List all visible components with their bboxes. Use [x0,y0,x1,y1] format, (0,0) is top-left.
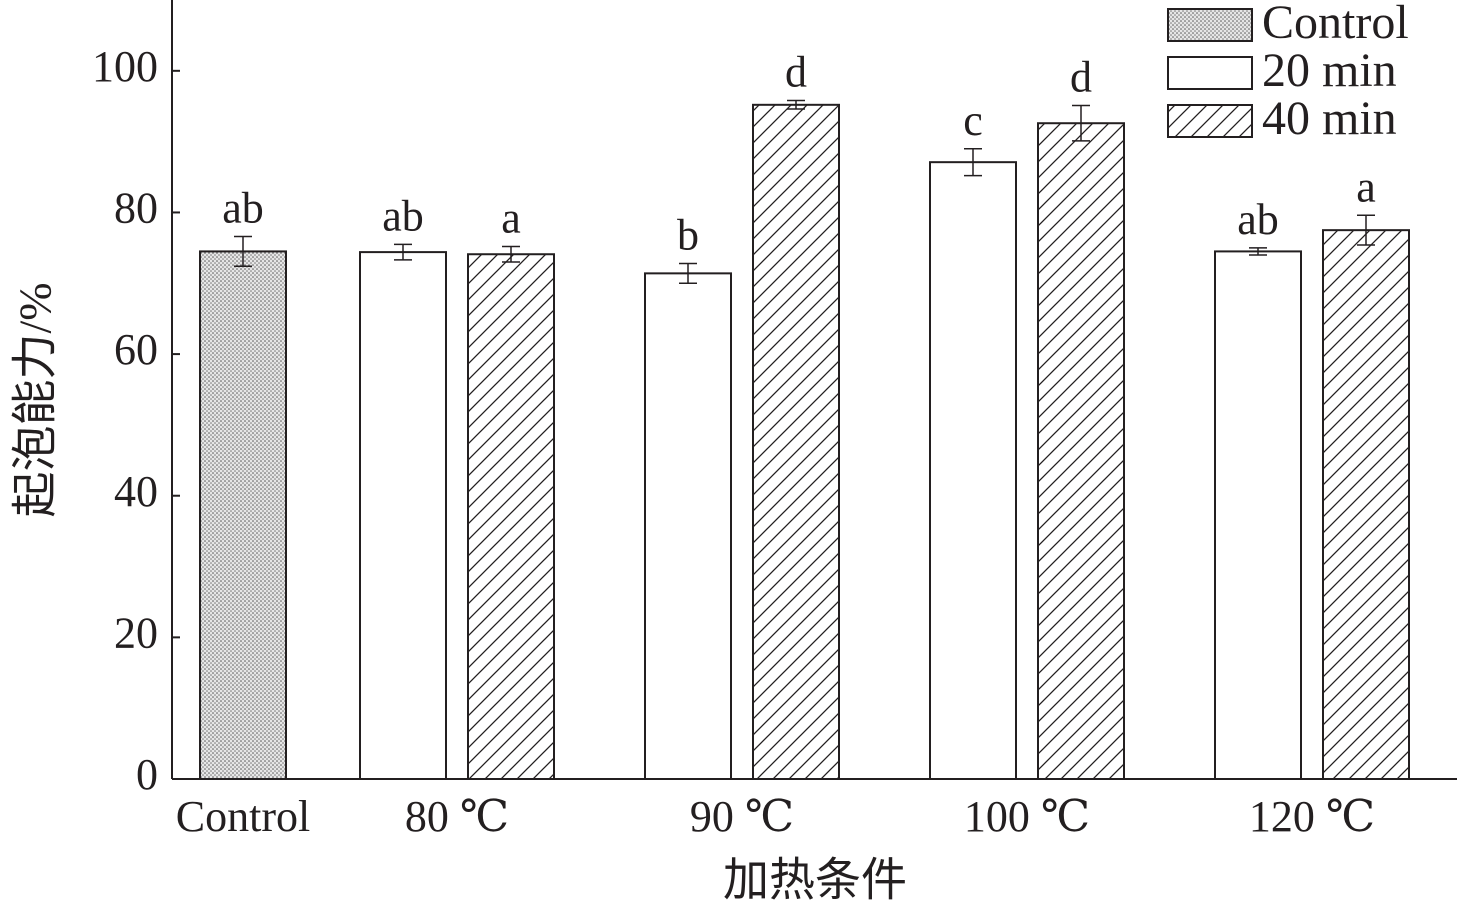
bar [359,251,447,780]
y-axis-label: 起泡能力/% [10,282,61,517]
x-tick-label: 100 ℃ [964,792,1090,841]
legend-label: Control [1262,0,1409,49]
significance-label: b [677,211,699,260]
bar [644,272,732,780]
error-bar [1249,247,1267,256]
error-bar [679,262,697,285]
x-tick-label: 120 ℃ [1249,792,1375,841]
significance-label: d [785,48,807,97]
error-bar [502,245,520,263]
y-tick-label: 100 [92,42,158,91]
x-tick-label: 90 ℃ [690,792,794,841]
significance-label: ab [1237,195,1279,244]
bar [752,103,840,780]
significance-label: a [501,194,521,243]
error-bar [787,99,805,110]
x-tick-label: 80 ℃ [405,792,509,841]
y-tick-label: 80 [114,184,158,233]
significance-label: c [963,96,983,145]
significance-label: d [1070,53,1092,102]
error-bar [1357,214,1375,246]
y-tick-label: 60 [114,325,158,374]
error-bar [394,243,412,261]
bar [1214,250,1302,780]
error-bar [234,235,252,268]
x-tick-label: Control [176,792,310,841]
y-tick-label: 0 [136,750,158,799]
error-bar [1072,104,1090,142]
bar [199,250,287,780]
x-axis-label: 加热条件 [723,855,907,906]
legend-swatch [1167,104,1253,138]
significance-label: a [1356,162,1376,211]
legend-swatch [1167,56,1253,90]
y-tick-label: 20 [114,608,158,657]
bar [1322,229,1410,780]
significance-label: ab [382,191,424,240]
bar [1037,122,1125,780]
y-tick-label: 40 [114,467,158,516]
legend-label: 40 min [1262,92,1397,145]
bar [467,253,555,781]
legend-swatch [1167,8,1253,42]
significance-label: ab [222,184,264,233]
error-bar [964,147,982,177]
bar [929,161,1017,780]
legend-label: 20 min [1262,44,1397,97]
